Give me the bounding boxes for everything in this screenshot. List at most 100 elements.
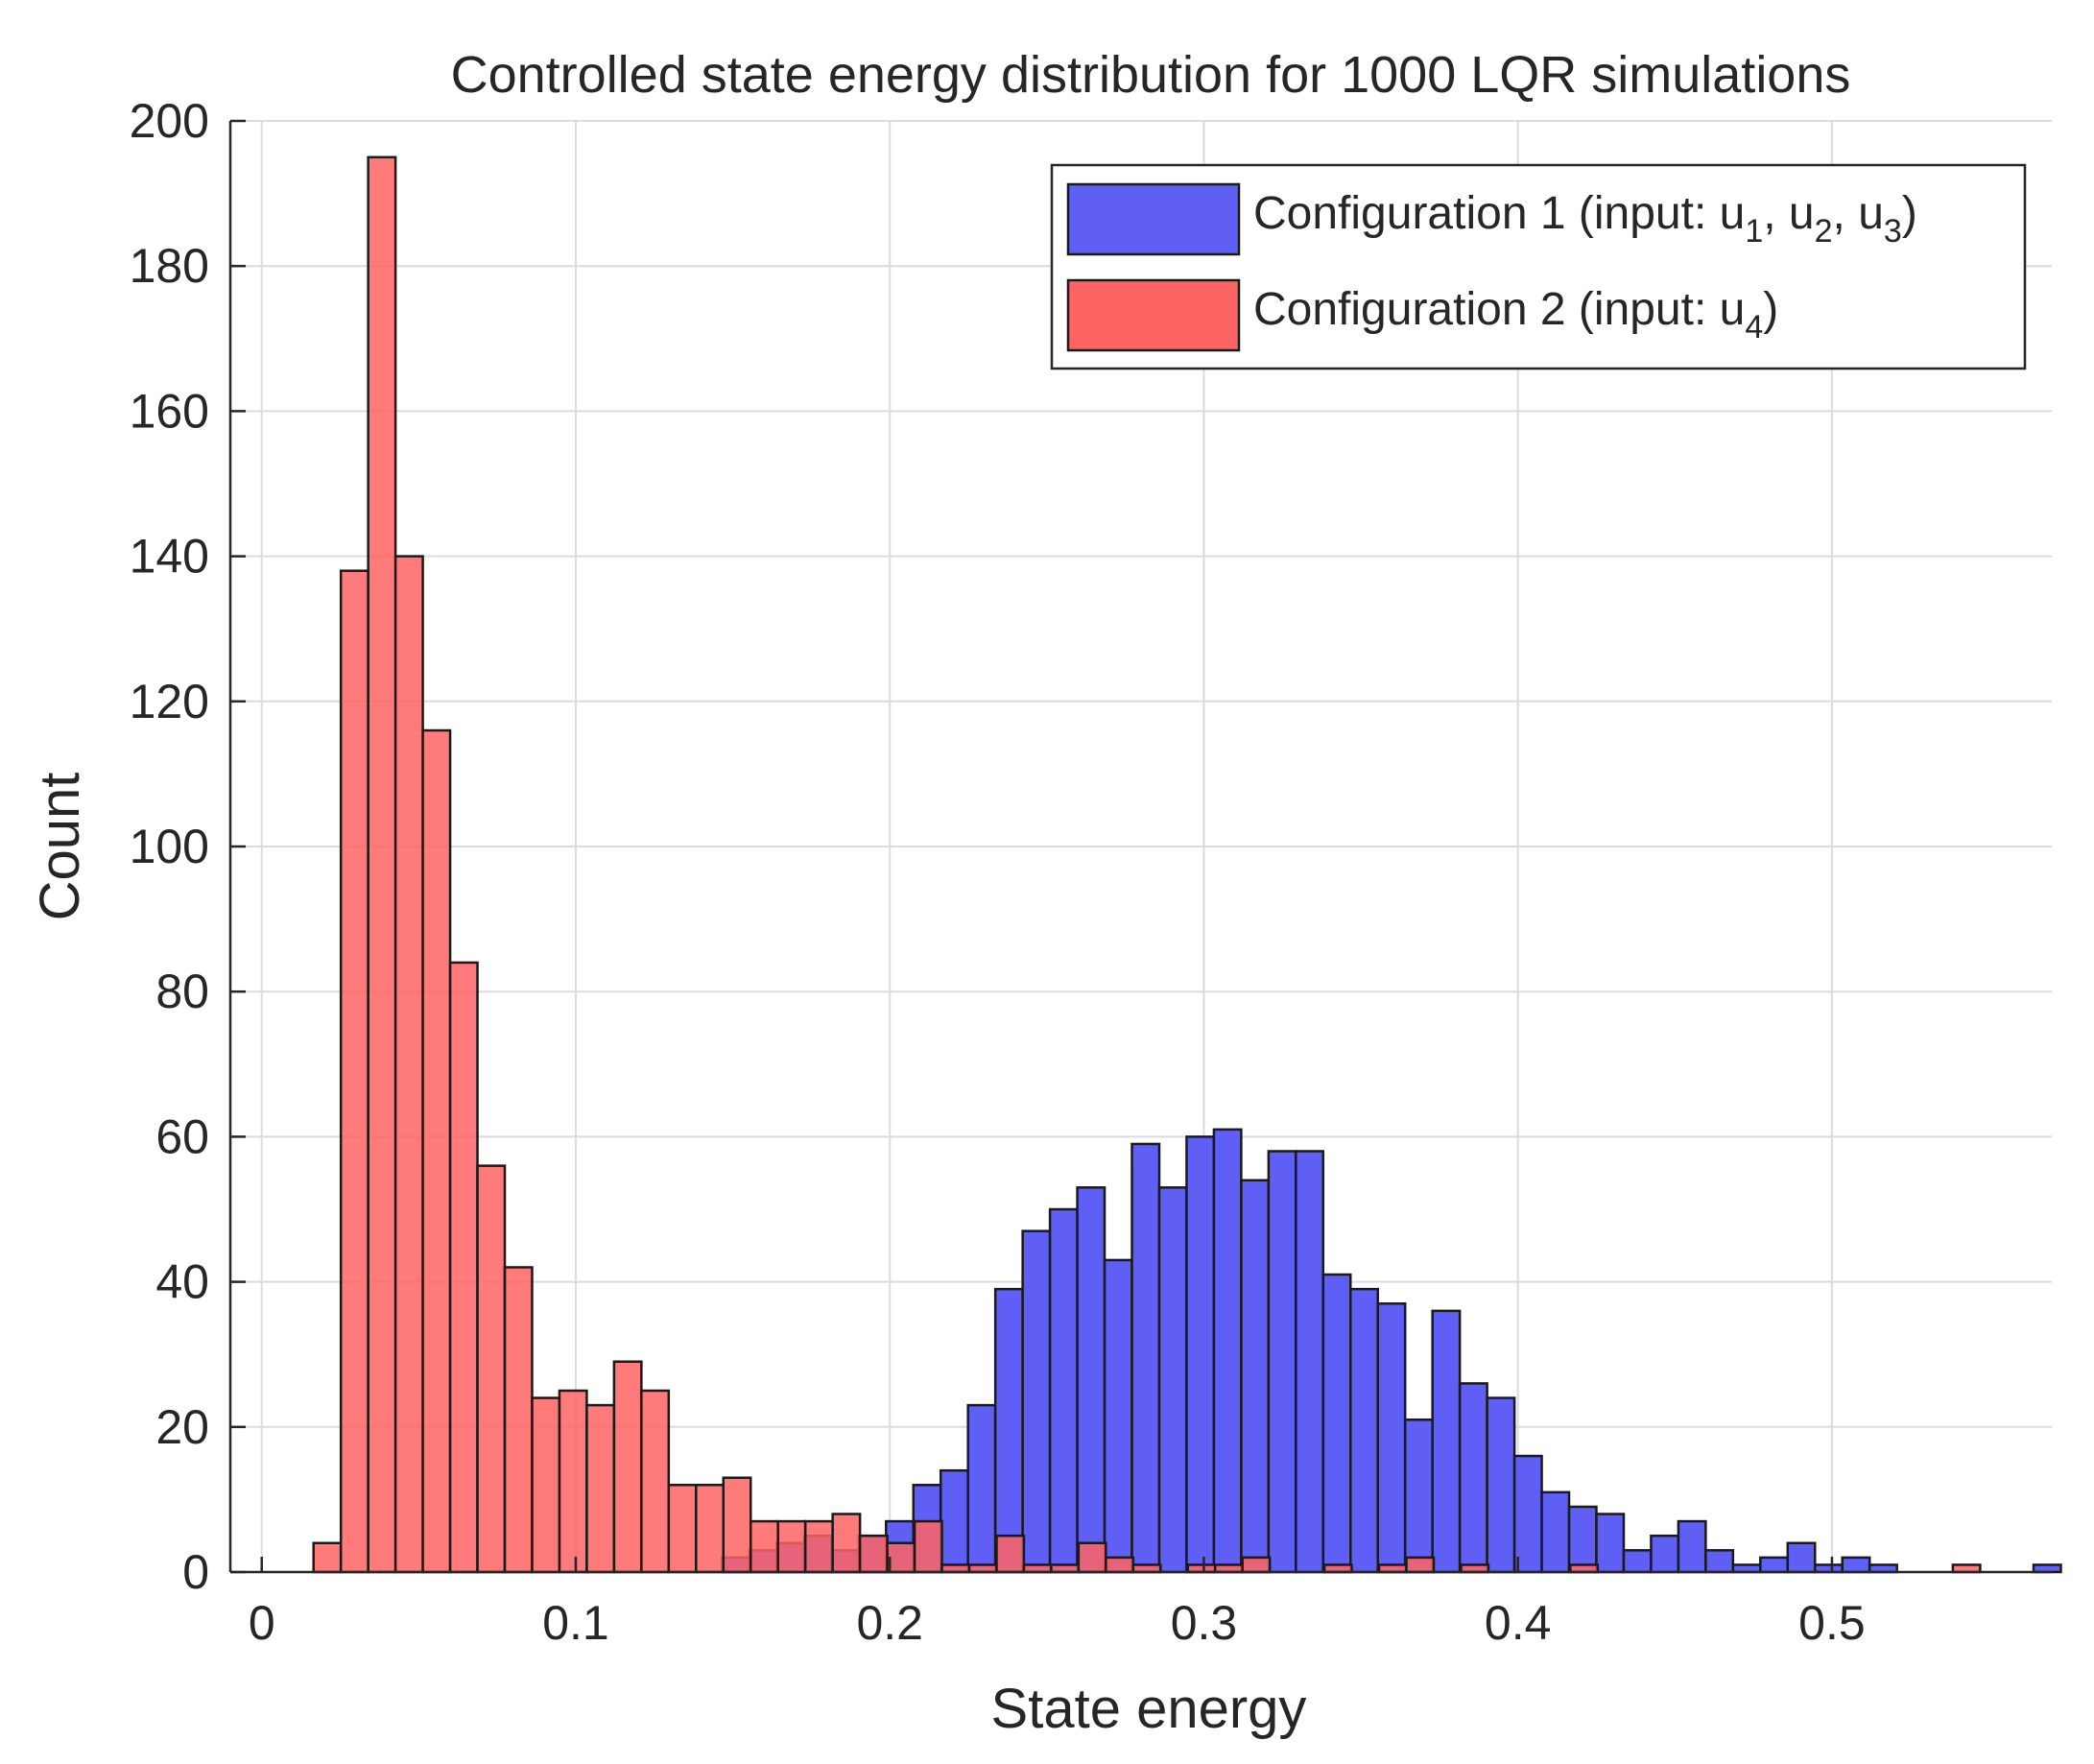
config1-bar-29 [1431,1309,1462,1574]
config1-bar-23 [1267,1150,1297,1574]
config2-bar-11 [612,1360,643,1574]
config1-bar-27 [1376,1302,1407,1574]
config1-bar-32 [1512,1454,1543,1574]
legend-1-sub-2: 2 [1815,213,1833,250]
y-tick-labels: 0 20 40 60 80 100 120 140 160 180 200 [130,94,209,1599]
config2-bar-19 [831,1513,862,1574]
y-tick-label-7: 140 [130,530,209,584]
config1-bar-35 [1595,1513,1626,1574]
config1-bar-24 [1295,1150,1325,1574]
config1-bar-22 [1240,1179,1271,1574]
config2-bar-40 [1405,1556,1436,1574]
config2-bar-2 [367,155,397,1574]
config2-bar-10 [585,1403,616,1574]
config1-bar-11 [939,1468,969,1574]
config1-bar-44 [1841,1556,1871,1574]
config1-bar-15 [1048,1207,1079,1574]
config1-bar-28 [1403,1418,1434,1574]
config2-bar-28 [1077,1541,1107,1574]
y-tick-label-1: 20 [155,1400,209,1454]
config1-bar-14 [1021,1229,1052,1574]
config1-bar-13 [993,1287,1024,1574]
legend-1-main: Configuration 1 (input: u [1253,188,1745,239]
legend-2-close: ) [1763,284,1778,335]
config1-bar-36 [1622,1549,1653,1574]
legend-1-sep-1: , u [1763,188,1814,239]
config1-bar-34 [1567,1505,1598,1574]
config2-bar-4 [421,728,452,1574]
config1-bar-19 [1157,1186,1188,1574]
config1-bar-39 [1704,1549,1735,1574]
config2-bar-21 [886,1541,916,1574]
config1-bar-16 [1076,1186,1106,1574]
legend: Configuration 1 (input: u1, u2, u3) Conf… [1050,163,2027,370]
x-tick-label-4: 0.4 [1485,1596,1552,1650]
legend-1-sub-1: 1 [1745,213,1763,250]
config1-bar-17 [1103,1258,1133,1574]
config2-bar-17 [776,1519,807,1574]
config1-bar-20 [1185,1135,1216,1574]
config2-bar-12 [640,1389,671,1574]
config1-bar-26 [1349,1287,1379,1574]
legend-1-sep-2: , u [1833,188,1884,239]
config2-bar-9 [558,1389,588,1574]
config1-bar-42 [1786,1541,1817,1574]
legend-swatch-configuration-2 [1066,278,1241,352]
legend-label-configuration-2: Configuration 2 (input: u4) [1253,284,1778,346]
config2-bar-1 [339,569,369,1574]
config1-bar-12 [966,1403,997,1574]
config2-bar-22 [913,1519,943,1574]
x-tick-label-0: 0 [249,1596,275,1650]
config2-bar-18 [803,1519,834,1574]
config1-bar-21 [1212,1128,1243,1574]
config2-bar-7 [503,1266,534,1574]
config1-bar-41 [1759,1556,1790,1574]
config1-bar-31 [1486,1396,1516,1574]
legend-label-configuration-1: Configuration 1 (input: u1, u2, u3) [1253,188,1917,250]
config2-bar-6 [476,1164,507,1574]
y-tick-label-3: 60 [155,1109,209,1163]
y-tick-label-8: 160 [130,384,209,438]
legend-2-main: Configuration 2 (input: u [1253,284,1745,335]
y-tick-label-0: 0 [182,1545,209,1599]
x-tick-labels: 0 0.1 0.2 0.3 0.4 0.5 [249,1596,1866,1650]
legend-swatch-configuration-1 [1066,182,1241,256]
y-tick-label-2: 40 [155,1255,209,1309]
legend-1-close: ) [1902,188,1917,239]
x-tick-label-2: 0.2 [856,1596,923,1650]
config2-bar-3 [393,555,424,1574]
x-tick-label-5: 0.5 [1798,1596,1866,1650]
x-tick-label-1: 0.1 [542,1596,609,1650]
config1-bar-33 [1540,1490,1571,1574]
config2-bar-5 [448,961,479,1574]
y-tick-label-10: 200 [130,94,209,148]
config2-bar-14 [695,1484,726,1574]
config2-bar-8 [531,1396,561,1574]
y-tick-label-4: 80 [155,965,209,1018]
config2-bar-16 [749,1519,779,1574]
config1-bar-30 [1458,1382,1488,1574]
legend-2-sub-4: 4 [1745,309,1763,346]
config2-bar-34 [1241,1556,1272,1574]
x-tick-label-3: 0.3 [1171,1596,1238,1650]
x-axis-label: State energy [991,1678,1307,1740]
y-tick-label-6: 120 [130,675,209,728]
config1-bar-37 [1650,1534,1680,1574]
chart-title: Controlled state energy distribution for… [451,46,1851,104]
axes-frame [228,119,2052,1574]
config1-bar-25 [1321,1273,1352,1574]
bars-configuration-2 [312,155,1982,1574]
y-axis-label: Count [29,773,91,921]
config2-bar-20 [858,1534,889,1574]
y-tick-label-9: 180 [130,239,209,293]
legend-1-sub-3: 3 [1884,213,1902,250]
config2-bar-13 [667,1484,698,1574]
config1-bar-18 [1130,1142,1161,1574]
bars-configuration-1 [721,1128,2062,1574]
config2-bar-15 [722,1476,752,1574]
config2-bar-29 [1105,1556,1135,1574]
y-tick-label-5: 100 [130,820,209,873]
config2-bar-25 [995,1534,1026,1574]
config1-bar-38 [1677,1519,1707,1574]
